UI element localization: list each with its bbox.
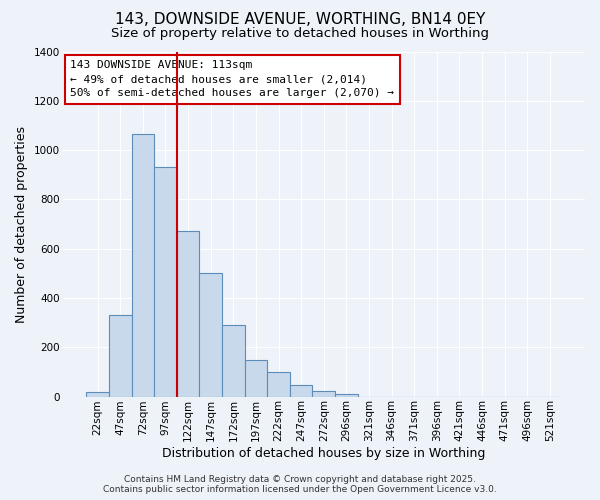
Bar [245, 360, 267, 397]
Text: Size of property relative to detached houses in Worthing: Size of property relative to detached ho… [111, 28, 489, 40]
Bar [267, 372, 290, 396]
Bar [109, 315, 131, 396]
Text: 143, DOWNSIDE AVENUE, WORTHING, BN14 0EY: 143, DOWNSIDE AVENUE, WORTHING, BN14 0EY [115, 12, 485, 28]
Text: Contains HM Land Registry data © Crown copyright and database right 2025.
Contai: Contains HM Land Registry data © Crown c… [103, 474, 497, 494]
Bar [313, 391, 335, 396]
Bar [335, 394, 358, 396]
Bar [86, 392, 109, 396]
Bar [290, 385, 313, 396]
Bar [222, 325, 245, 396]
Bar [199, 274, 222, 396]
Bar [154, 168, 177, 396]
Text: 143 DOWNSIDE AVENUE: 113sqm
← 49% of detached houses are smaller (2,014)
50% of : 143 DOWNSIDE AVENUE: 113sqm ← 49% of det… [70, 60, 394, 98]
X-axis label: Distribution of detached houses by size in Worthing: Distribution of detached houses by size … [162, 447, 485, 460]
Bar [177, 232, 199, 396]
Bar [131, 134, 154, 396]
Y-axis label: Number of detached properties: Number of detached properties [15, 126, 28, 322]
